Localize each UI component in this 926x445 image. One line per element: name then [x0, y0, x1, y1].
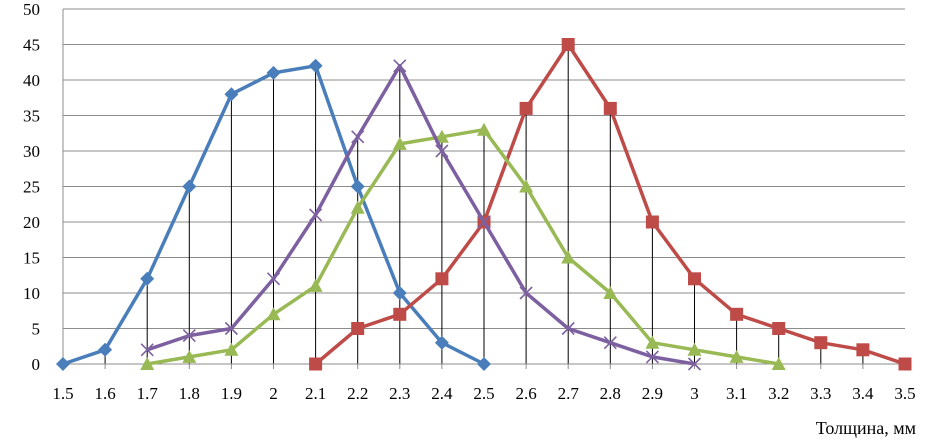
x-tick-label: 1.5: [52, 384, 73, 403]
x-tick-label: 2: [269, 384, 278, 403]
y-tick-label: 40: [23, 71, 40, 90]
series-2-point: [645, 215, 659, 229]
x-tick-label: 3.5: [894, 384, 915, 403]
series-2-point: [351, 322, 365, 335]
series-1-point: [308, 58, 323, 73]
series-4-point: [309, 208, 323, 222]
series-1-point: [140, 271, 155, 286]
series-4-point: [603, 336, 617, 350]
series-1-point: [434, 335, 449, 350]
y-tick-label: 15: [23, 249, 40, 268]
y-tick-label: 0: [32, 355, 41, 374]
series-3-point: [308, 278, 323, 292]
series-3-point: [771, 357, 786, 370]
series-3-point: [687, 342, 702, 356]
series-3: [140, 122, 786, 370]
y-tick-label: 50: [23, 0, 40, 19]
series-2-point: [730, 307, 744, 321]
x-tick-label: 2.5: [473, 384, 494, 403]
series-1-point: [392, 286, 407, 300]
series-2: [309, 38, 912, 371]
series-4-point: [477, 215, 491, 229]
x-tick-label: 1.6: [94, 384, 115, 403]
series-4-point: [519, 286, 533, 300]
series-4-point: [140, 343, 154, 357]
x-tick-label: 2.7: [558, 384, 580, 403]
series-1-point: [224, 87, 239, 102]
series-3-point: [392, 136, 407, 150]
series-2-point: [856, 343, 870, 357]
series-4-point: [182, 329, 196, 343]
y-tick-label: 35: [23, 107, 40, 126]
x-tick-label: 2.3: [389, 384, 410, 403]
series-1-point: [477, 357, 491, 371]
series-2-point: [814, 336, 828, 350]
x-axis-title: Толщина, мм: [816, 418, 916, 438]
series-2-point: [603, 101, 617, 115]
series-1-point: [266, 65, 281, 80]
series-3-point: [224, 342, 239, 356]
series-2-point: [561, 38, 575, 51]
x-tick-label: 3.2: [768, 384, 789, 403]
series-3-point: [434, 129, 449, 143]
series-1-point: [56, 357, 70, 371]
y-tick-label: 45: [23, 36, 40, 55]
x-tick-label: 1.7: [137, 384, 159, 403]
series-3-point: [140, 357, 155, 370]
series-1-point: [98, 342, 113, 357]
y-tick-label: 5: [32, 320, 41, 339]
series-layer: [56, 38, 912, 371]
series-3-line: [146, 127, 779, 366]
series-3-point: [645, 335, 660, 349]
series-3-point: [561, 250, 576, 264]
x-tick-label: 1.8: [179, 384, 200, 403]
y-tick-label: 20: [23, 213, 40, 232]
x-tick-label: 2.6: [515, 384, 536, 403]
x-tick-label: 3.3: [810, 384, 831, 403]
series-2-point: [688, 272, 701, 286]
series-3-point: [182, 349, 197, 363]
x-tick-label: 2.2: [347, 384, 368, 403]
series-2-point: [309, 357, 323, 371]
series-1: [56, 58, 491, 371]
series-2-point: [519, 101, 533, 115]
series-3-point: [266, 307, 281, 321]
x-tick-label: 2.8: [600, 384, 621, 403]
series-1-point: [350, 179, 365, 194]
series-3-point: [603, 286, 618, 299]
y-tick-label: 25: [23, 178, 40, 197]
series-1-point: [182, 179, 197, 194]
series-3-point: [729, 349, 744, 363]
series-3-point: [350, 200, 365, 214]
series-2-point: [435, 272, 449, 286]
y-tick-label: 30: [23, 142, 40, 161]
drop-lines: [104, 44, 864, 364]
series-4-point: [224, 321, 238, 336]
x-tick-label: 2.4: [431, 384, 453, 403]
x-tick-label: 3.4: [852, 384, 874, 403]
x-tick-label: 3.1: [726, 384, 747, 403]
series-4-point: [266, 272, 281, 286]
x-tick-label: 3: [690, 384, 699, 403]
series-4-point: [645, 350, 659, 364]
x-tick-label: 1.9: [221, 384, 242, 403]
x-tick-label: 2.9: [642, 384, 663, 403]
series-4-line: [146, 64, 695, 366]
series-2-point: [393, 307, 407, 321]
series-4-point: [687, 357, 702, 371]
series-4-point: [561, 321, 575, 336]
series-4-point: [351, 130, 365, 144]
series-3-point: [519, 179, 534, 193]
series-3-point: [477, 122, 491, 136]
x-tick-label: 2.1: [305, 384, 326, 403]
y-tick-label: 10: [23, 284, 40, 303]
tick-labels: 0 5 10 15 20 25 30 35 40 45 50 1.5 1.6 1.7 1.8 1.9 2 2.1 2…: [23, 0, 916, 403]
series-4: [140, 59, 702, 371]
series-2-point: [898, 357, 912, 371]
series-4-point: [435, 144, 449, 158]
series-4-point: [393, 59, 407, 73]
series-2-point: [772, 322, 786, 335]
